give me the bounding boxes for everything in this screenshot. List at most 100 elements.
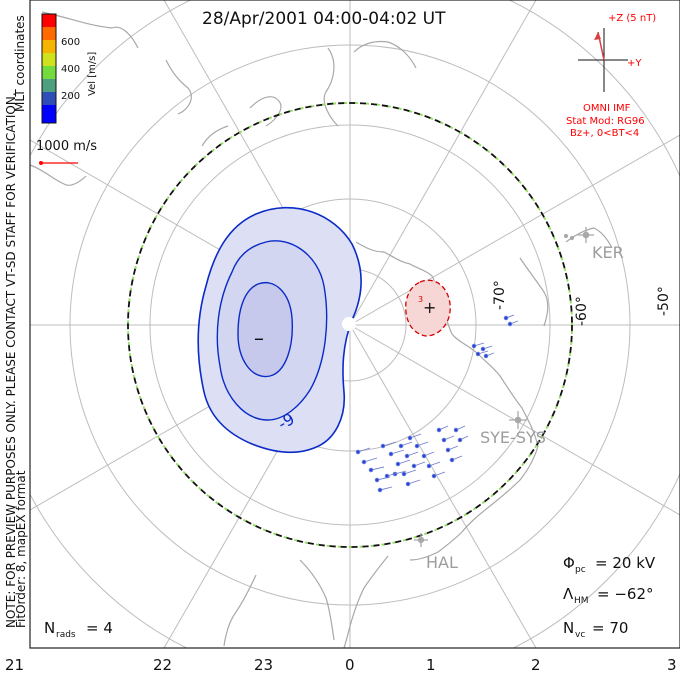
station-sye-label: SYE-SYS [480,428,546,447]
vector-point-3 [368,467,374,473]
velocity-color-scale: 600 400 200 Vel [m/s] [41,13,98,124]
phi-symbol: Φ [563,554,575,572]
n-rads-symbol: N [44,619,55,637]
coastline-west-3 [165,59,192,115]
vector-point-14 [426,463,432,469]
velocity-color-segment-1 [42,105,56,123]
velocity-color-segment-6 [42,40,56,53]
station-markers [414,227,594,547]
stats-panel: N rads = 4 Φ pc = 20 kV Λ HM = −62° N vc… [44,554,656,640]
n-rads-subscript: rads [56,630,76,640]
vector-line-7 [390,449,405,455]
vector-point-20 [453,427,459,433]
vector-point-19 [449,457,455,463]
vector-line-6 [382,441,397,447]
negative-potential-region-inner [237,282,293,378]
vector-point-25 [404,453,410,459]
upper-vector-point-3 [480,346,486,352]
coastline-west-6 [353,40,417,69]
vector-point-16 [436,427,442,433]
vector-point-13 [421,453,427,459]
coastline-east-1 [519,257,549,327]
peninsula-coastline-tail [343,555,389,648]
vector-point-26 [411,463,417,469]
velocity-scale-frame [41,13,57,124]
velocity-color-segment-7 [42,27,56,40]
vector-cluster-main [355,425,469,493]
grid-meridian-13 [349,0,537,326]
station-ker-sat-2 [569,235,575,241]
peninsula-coastline-inner [299,559,335,641]
hm-boundary-green [127,102,573,548]
mlt-axis-labels: 21 22 23 0 1 2 3 [5,656,677,674]
velocity-scale-tick-200: 200 [61,91,80,102]
vector-point-11 [407,435,413,441]
imf-y-axis-label: +Y [627,58,642,69]
coastline-west-2 [30,164,87,186]
potential-pattern: – + -9 3 [197,206,451,454]
coastline-west-1 [41,11,139,49]
peninsula-coastline-southeast [461,445,539,533]
plot-title: 28/Apr/2001 04:00-04:02 UT [202,9,446,29]
velocity-color-segment-8 [42,14,56,27]
upper-vector-point-5 [503,315,509,321]
mlt-label-1: 1 [426,656,436,674]
velocity-color-segment-4 [42,66,56,79]
station-ker-sat-1 [563,233,569,239]
mlt-label-2: 2 [531,656,541,674]
n-rads-value: = 4 [86,619,113,637]
upper-vector-point-2 [475,351,481,357]
upper-vector-point-6 [507,321,513,327]
imf-model-label: Stat Mod: RG96 [566,116,645,127]
plot-frame [29,0,680,649]
positive-contour-label: 3 [418,295,423,304]
lambda-subscript: HM [574,596,589,606]
peninsula-coastline-south [409,531,463,561]
latitude-label-50: -50° [656,286,672,316]
velocity-scale-tick-400: 400 [61,64,80,75]
latitude-label-70: -70° [492,280,508,310]
positive-potential-region [405,279,451,337]
imf-condition-label: Bz+, 0<BT<4 [570,128,639,139]
mlt-label-21: 21 [5,656,24,674]
vector-point-15 [431,473,437,479]
vector-point-5 [377,487,383,493]
fit-order-note: FitOrder: 8, mapEX format [14,470,28,628]
mlt-label-22: 22 [153,656,172,674]
vector-point-12 [414,443,420,449]
latitude-label-60: -60° [574,296,590,326]
vector-cluster-upper-right [471,314,519,359]
vector-point-8 [395,461,401,467]
velocity-color-segments [42,14,56,123]
velocity-color-segment-5 [42,53,56,66]
vector-point-24 [398,443,404,449]
velocity-scale-tick-600: 600 [61,37,80,48]
geographic-pole-marker [342,317,356,331]
vector-point-21 [457,437,463,443]
coastline-west-5 [323,47,339,127]
station-sye-marker [509,411,527,429]
upper-vector-point-4 [483,353,489,359]
coastline-west-4 [249,96,282,127]
station-ker-marker [563,227,594,243]
imf-source-label: OMNI IMF [583,103,631,114]
vector-point-1 [355,449,361,455]
vector-point-2 [361,459,367,465]
coastline-west-7 [201,125,229,147]
mlt-label-0: 0 [345,656,355,674]
mlt-label-3: 3 [667,656,677,674]
station-ker-label: KER [592,243,624,262]
vector-point-23 [384,473,390,479]
vector-point-4 [374,477,380,483]
vector-point-9 [401,471,407,477]
velocity-color-segment-3 [42,79,56,92]
nvc-value: = 70 [592,619,628,637]
potential-minimum-marker: – [254,326,264,350]
verification-note: NOTE: FOR PREVIEW PURPOSES ONLY. PLEASE … [4,92,18,628]
grid-meridian-14 [349,134,680,326]
station-hal-marker [414,533,428,547]
vector-point-10 [405,481,411,487]
vector-point-6 [380,443,386,449]
